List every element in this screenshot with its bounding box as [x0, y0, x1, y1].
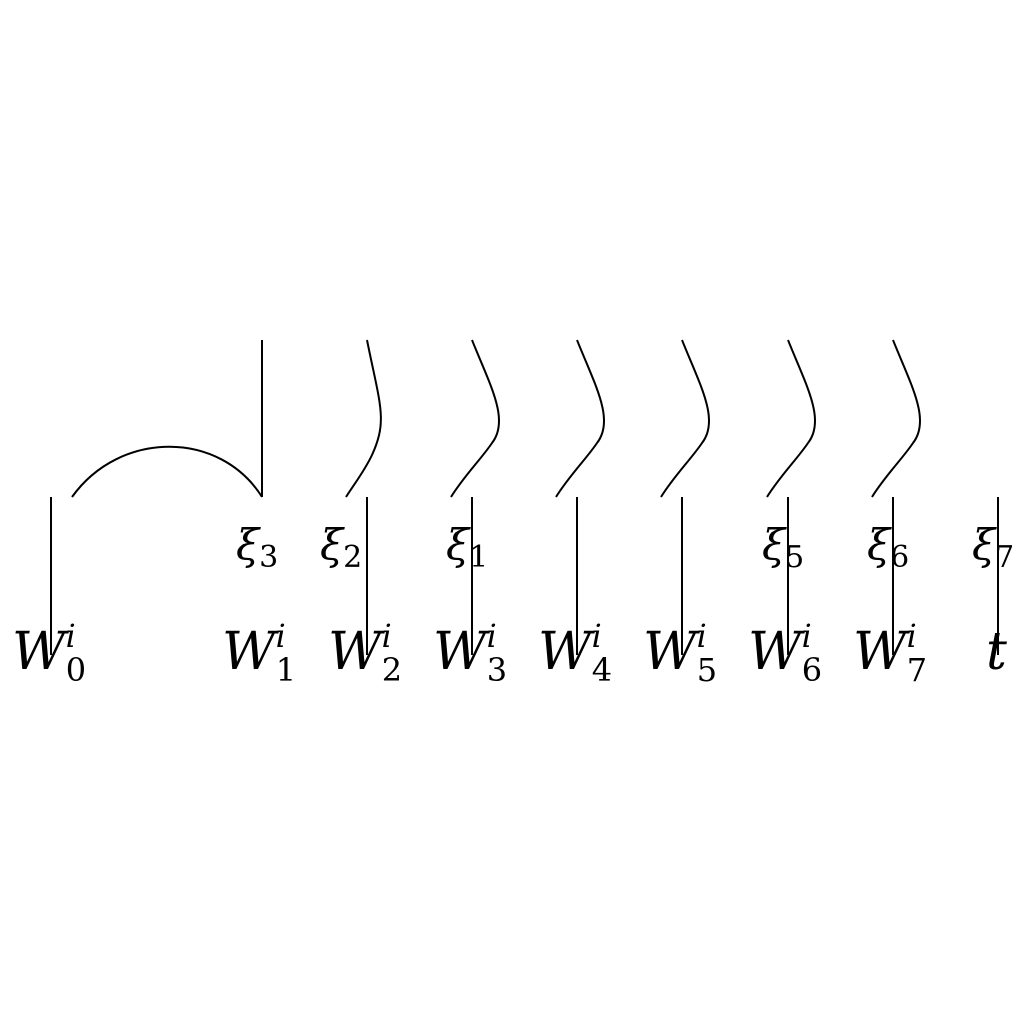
- w-label: Wi1: [222, 617, 297, 689]
- upper-strand-3: [450, 339, 501, 498]
- w-label: Wi3: [433, 617, 508, 689]
- xi-label: ξ7: [972, 520, 1015, 575]
- xi-label: ξ1: [446, 520, 489, 575]
- w-label: Wi7: [853, 617, 928, 689]
- xi-label: ξ5: [762, 520, 805, 575]
- cap-arc: [71, 445, 263, 498]
- upper-strand-4: [555, 339, 606, 498]
- upper-strand-2: [345, 339, 382, 498]
- w-label: Wi4: [538, 617, 613, 689]
- upper-strand-5: [660, 339, 711, 498]
- t-label: t: [986, 622, 1007, 682]
- w-label: Wi5: [643, 617, 718, 689]
- w-label: Wi6: [748, 617, 823, 689]
- w-label: Wi2: [328, 617, 403, 689]
- xi-label: ξ2: [320, 520, 363, 575]
- w-label: Wi0: [12, 617, 87, 689]
- xi-label: ξ3: [236, 520, 279, 575]
- xi-label: ξ6: [867, 520, 910, 575]
- upper-strand-7: [871, 339, 922, 498]
- upper-strand-6: [766, 339, 817, 498]
